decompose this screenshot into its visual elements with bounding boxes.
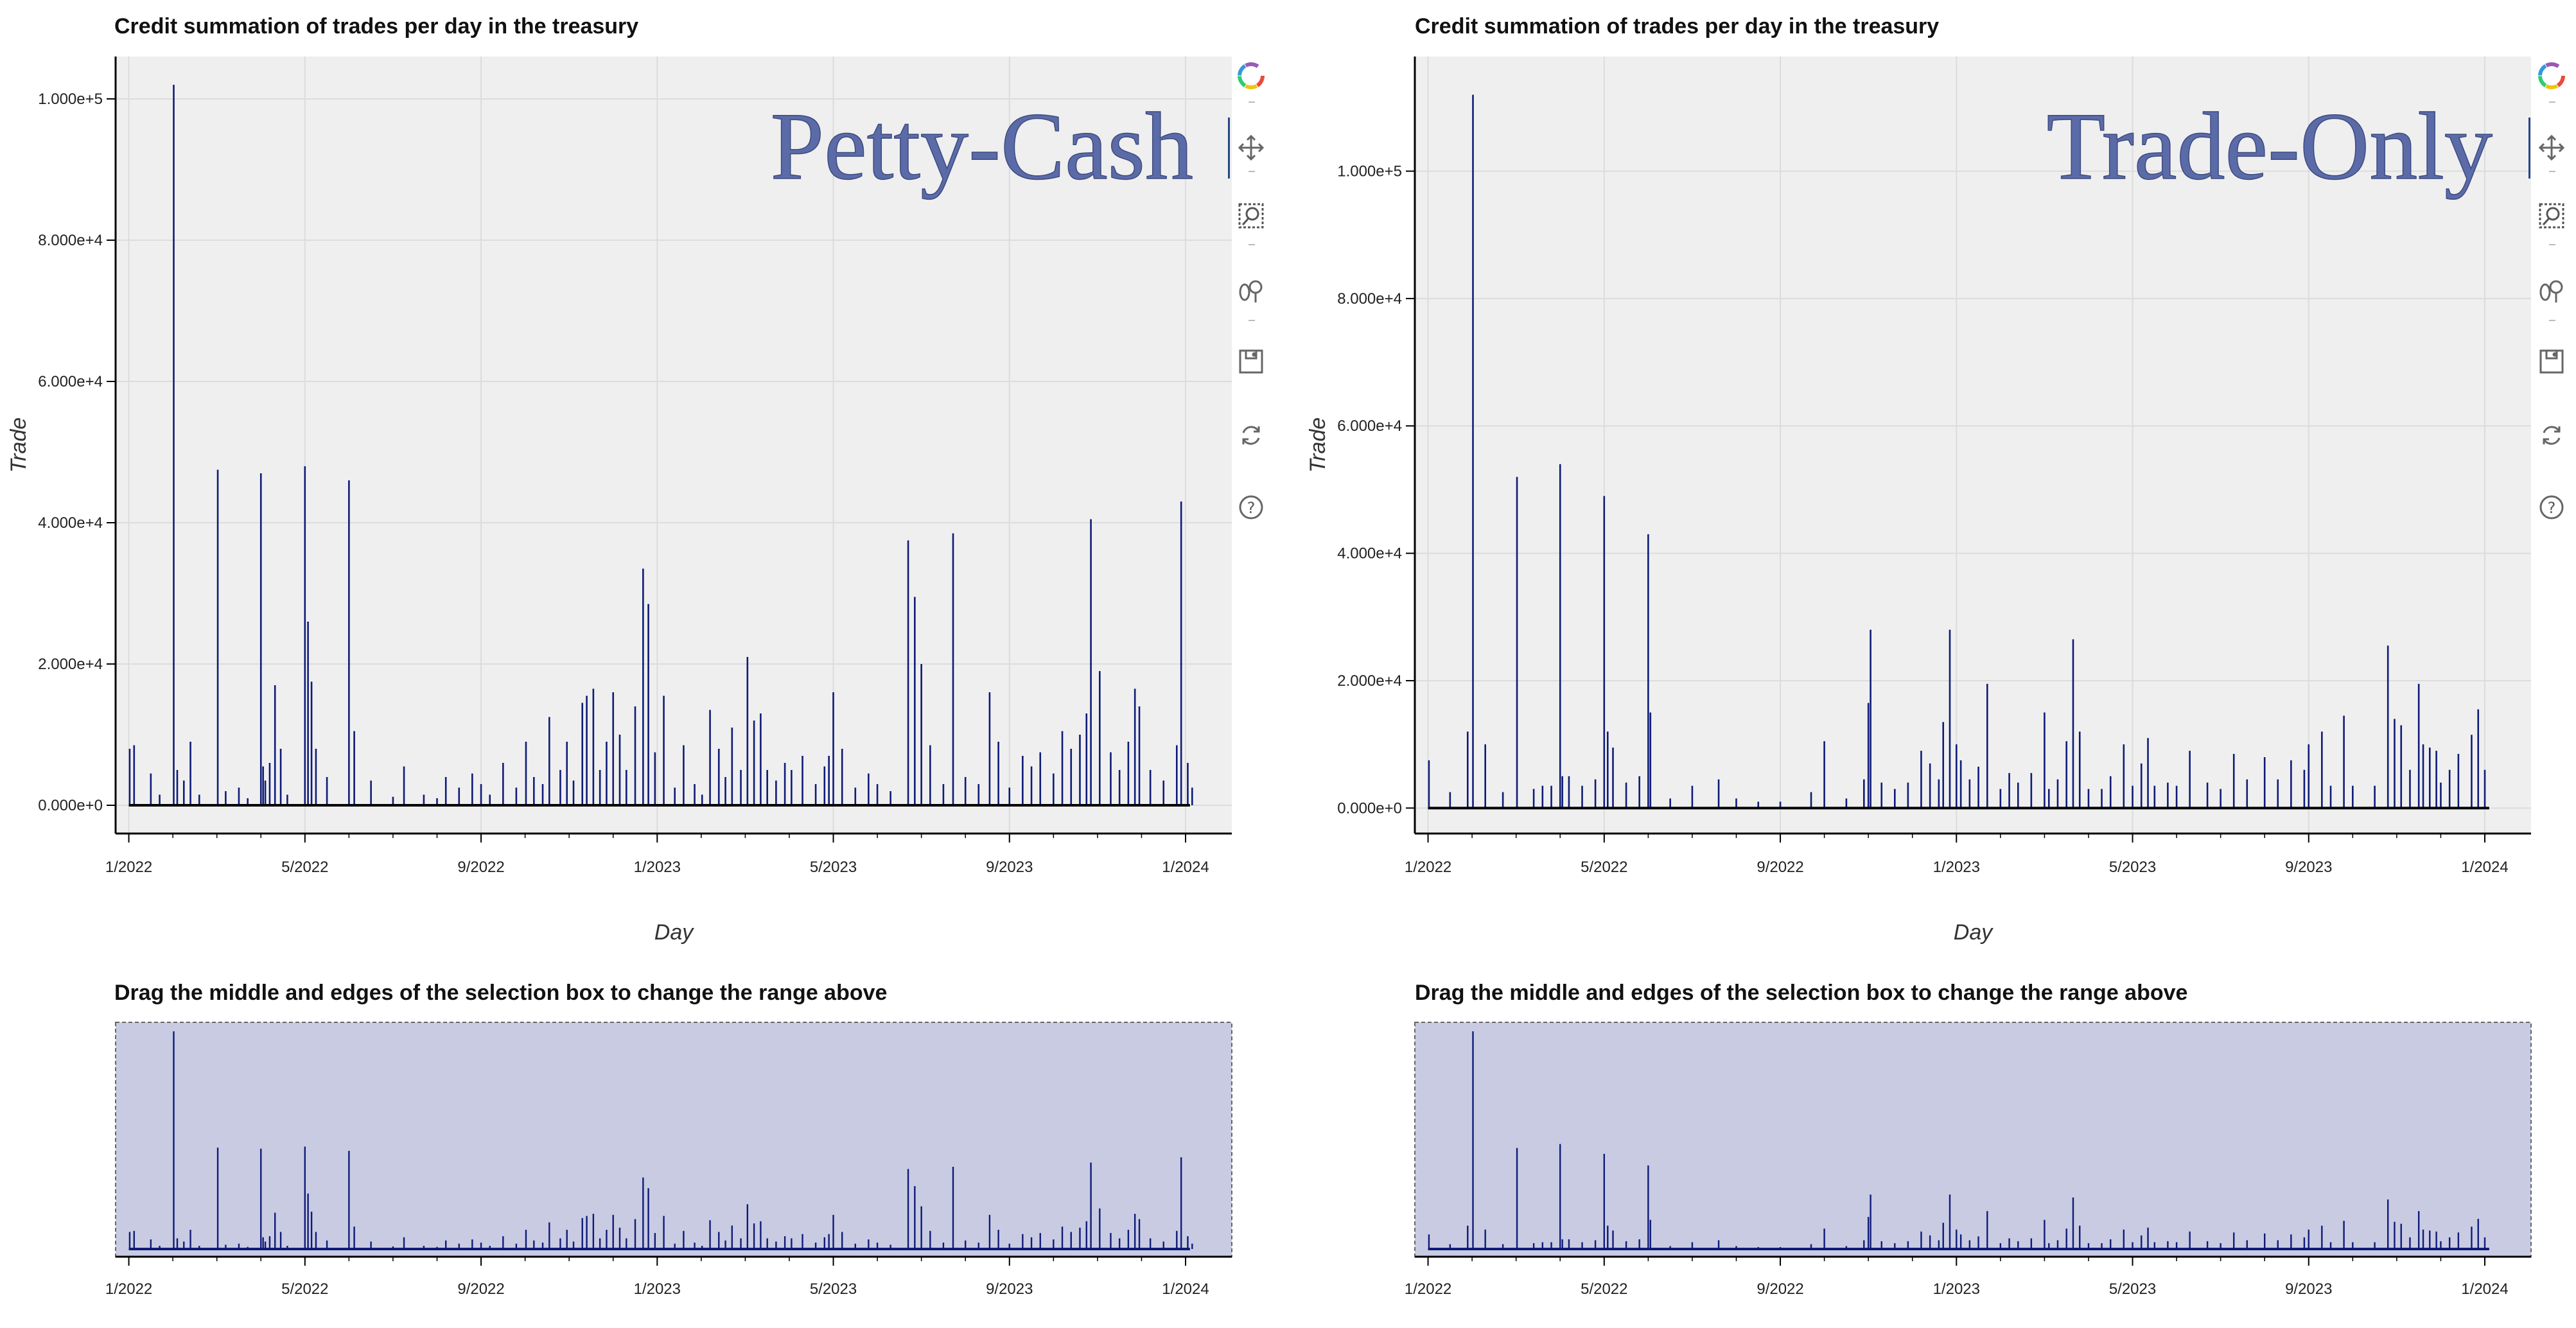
- svg-text:?: ?: [2548, 499, 2556, 517]
- y-tick-label: 6.000e+4: [38, 373, 103, 390]
- toolbar-separator: [2549, 244, 2555, 245]
- x-tick-label: 9/2023: [986, 859, 1033, 876]
- x-axis-label: Day: [654, 920, 694, 945]
- x-tick-label: 1/2024: [1162, 859, 1209, 876]
- y-tick-label: 0.000e+0: [38, 797, 103, 814]
- y-tick-label: 8.000e+4: [1337, 290, 1402, 308]
- x-axis-label: Day: [1954, 920, 1993, 945]
- help-icon[interactable]: ?: [1232, 488, 1270, 527]
- x-tick-label: 9/2022: [457, 859, 504, 876]
- save-icon[interactable]: [2532, 342, 2571, 381]
- bokeh-logo-icon: [2532, 57, 2571, 95]
- range-selection-box: [115, 1022, 1232, 1257]
- x-tick-label: 1/2023: [634, 859, 681, 876]
- main-chart-title-right: Credit summation of trades per day in th…: [1415, 14, 1940, 39]
- watermark-label: Trade-Only: [2047, 93, 2493, 200]
- x-tick-label: 5/2022: [281, 859, 328, 876]
- y-tick-label: 1.000e+5: [38, 91, 103, 108]
- range-x-tick-label: 9/2023: [2285, 1280, 2332, 1298]
- toolbar-separator: [1249, 101, 1255, 103]
- range-x-tick-label: 1/2023: [1933, 1280, 1980, 1298]
- bokeh-logo-icon: [1232, 57, 1270, 95]
- main-chart-title-left: Credit summation of trades per day in th…: [114, 14, 639, 39]
- y-tick-label: 2.000e+4: [38, 656, 103, 673]
- x-tick-label: 5/2023: [2109, 859, 2156, 876]
- y-tick-label: 0.000e+0: [1337, 799, 1402, 817]
- x-tick-label: 5/2022: [1581, 859, 1627, 876]
- x-tick-label: 9/2022: [1757, 859, 1803, 876]
- y-tick-label: 1.000e+5: [1337, 163, 1402, 180]
- pan-icon[interactable]: [1232, 128, 1270, 167]
- x-tick-label: 5/2023: [810, 859, 857, 876]
- range-x-tick-label: 5/2023: [2109, 1280, 2156, 1298]
- range-x-tick-label: 1/2022: [1405, 1280, 1451, 1298]
- pan-icon[interactable]: [2532, 128, 2571, 167]
- x-tick-label: 1/2023: [1933, 859, 1980, 876]
- range-x-tick-label: 1/2022: [105, 1280, 152, 1298]
- range-title-right: Drag the middle and edges of the selecti…: [1415, 981, 2188, 1005]
- range-x-tick-label: 1/2024: [2461, 1280, 2508, 1298]
- toolbar-separator: [2549, 171, 2555, 172]
- range-x-tick-label: 9/2022: [1757, 1280, 1803, 1298]
- range-x-tick-label: 1/2024: [1162, 1280, 1209, 1298]
- range-x-tick-label: 5/2022: [1581, 1280, 1627, 1298]
- box-zoom-icon[interactable]: [1232, 197, 1270, 235]
- x-tick-label: 1/2022: [1405, 859, 1451, 876]
- active-tool-indicator: [1228, 118, 1230, 179]
- reset-icon[interactable]: [1232, 416, 1270, 455]
- watermark-label: Petty-Cash: [771, 93, 1193, 200]
- reset-icon[interactable]: [2532, 416, 2571, 455]
- toolbar-separator: [1249, 320, 1255, 321]
- y-tick-label: 2.000e+4: [1337, 672, 1402, 690]
- range-x-tick-label: 9/2022: [457, 1280, 504, 1298]
- y-tick-label: 4.000e+4: [1337, 545, 1402, 563]
- wheel-zoom-icon[interactable]: [1232, 272, 1270, 310]
- x-tick-label: 1/2024: [2461, 859, 2508, 876]
- range-x-tick-label: 9/2023: [986, 1280, 1033, 1298]
- y-axis-label: Trade: [6, 417, 31, 473]
- toolbar-left: ?: [1228, 57, 1277, 557]
- box-zoom-icon[interactable]: [2532, 197, 2571, 235]
- x-tick-label: 1/2022: [105, 859, 152, 876]
- plot-area: [1415, 57, 2531, 834]
- range-x-tick-label: 1/2023: [634, 1280, 681, 1298]
- y-tick-label: 4.000e+4: [38, 514, 103, 532]
- help-icon[interactable]: ?: [2532, 488, 2571, 527]
- active-tool-indicator: [2528, 118, 2530, 179]
- svg-text:?: ?: [1247, 499, 1256, 517]
- range-x-tick-label: 5/2023: [810, 1280, 857, 1298]
- y-tick-label: 8.000e+4: [38, 232, 103, 249]
- y-axis-label: Trade: [1306, 417, 1330, 473]
- save-icon[interactable]: [1232, 342, 1270, 381]
- toolbar-separator: [2549, 320, 2555, 321]
- toolbar-separator: [1249, 244, 1255, 245]
- range-title-left: Drag the middle and edges of the selecti…: [114, 981, 888, 1005]
- range-selection-box: [1414, 1022, 2532, 1257]
- plot-area: [116, 57, 1232, 834]
- toolbar-right: ?: [2528, 57, 2576, 557]
- wheel-zoom-icon[interactable]: [2532, 272, 2571, 310]
- toolbar-separator: [1249, 171, 1255, 172]
- toolbar-separator: [2549, 101, 2555, 103]
- x-tick-label: 9/2023: [2285, 859, 2332, 876]
- y-tick-label: 6.000e+4: [1337, 417, 1402, 435]
- range-x-tick-label: 5/2022: [281, 1280, 328, 1298]
